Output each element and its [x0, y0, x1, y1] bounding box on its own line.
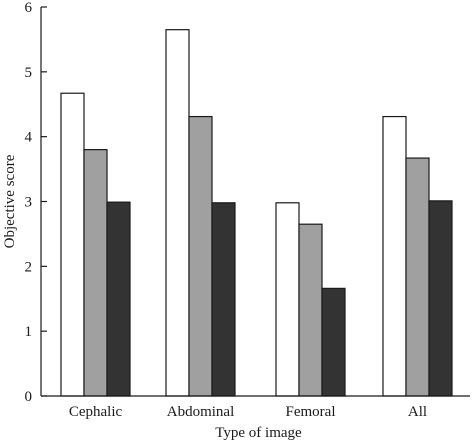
y-axis-label: Objective score: [2, 154, 18, 248]
bar-cephalic-series-2: [83, 149, 108, 397]
bar-all-series-1: [382, 115, 407, 397]
bar-cephalic-series-3: [106, 201, 131, 397]
x-tick-label: Femoral: [286, 404, 336, 420]
y-tick-label: 0: [25, 389, 33, 405]
x-axis-label: Type of image: [215, 425, 302, 441]
y-tick-label: 4: [25, 130, 33, 146]
y-tick-label: 5: [25, 65, 33, 81]
y-tick-label: 3: [25, 195, 33, 211]
y-tick-label: 1: [25, 324, 33, 340]
bar-abdominal-series-2: [188, 115, 213, 397]
bar-femoral-series-2: [298, 223, 323, 397]
bar-cephalic-series-1: [60, 92, 85, 397]
bar-abdominal-series-3: [211, 202, 236, 397]
x-tick-label: Cephalic: [69, 404, 123, 420]
x-tick-label: Abdominal: [167, 404, 235, 420]
y-tick-label: 6: [25, 0, 33, 16]
x-tick-labels: Cephalic Abdominal Femoral All: [69, 404, 427, 420]
bar-femoral-series-3: [321, 287, 346, 397]
y-ticks: 0 1 2 3 4 5 6: [25, 0, 47, 405]
bar-all-series-2: [405, 157, 430, 397]
y-tick-label: 2: [25, 259, 33, 275]
x-tick-label: All: [408, 404, 427, 420]
bar-all-series-3: [428, 200, 453, 397]
bar-femoral-series-1: [275, 202, 300, 397]
bar-abdominal-series-1: [165, 29, 190, 397]
bars-layer: [60, 29, 453, 397]
